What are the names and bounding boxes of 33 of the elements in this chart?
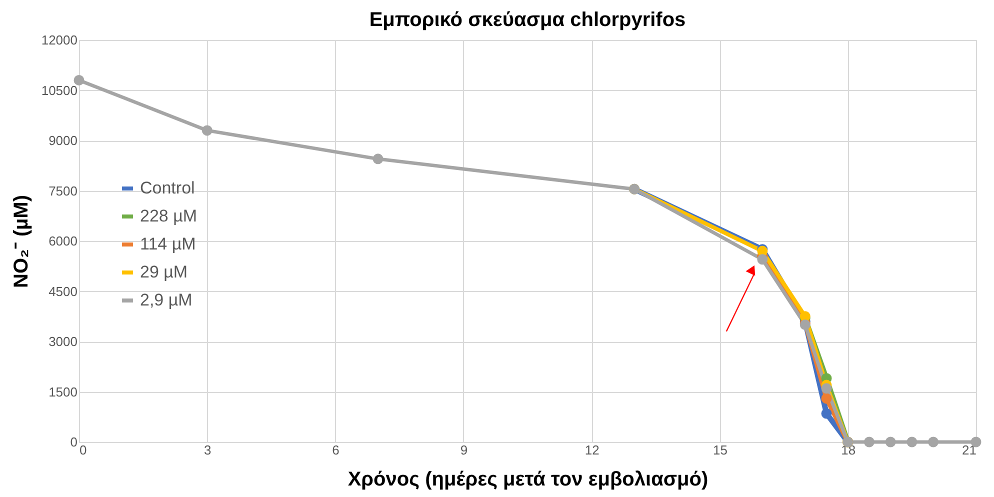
y-tick-label: 7500	[48, 183, 78, 198]
y-tick-label: 6000	[48, 234, 78, 248]
chart-title: Εμπορικό σκεύασμα chlorpyrifos	[369, 9, 686, 31]
point	[821, 383, 832, 394]
legend-label: 29 µM	[140, 262, 188, 282]
x-tick-label: 15	[712, 442, 728, 458]
point	[74, 74, 84, 86]
legend-label: Control	[140, 178, 195, 198]
y-tick-label: 9000	[48, 133, 78, 148]
x-tick-label: 12	[584, 442, 600, 458]
y-tick-label: 4500	[48, 284, 78, 299]
x-tick-label: 3	[204, 442, 212, 458]
point	[864, 436, 874, 448]
point	[821, 408, 832, 419]
y-tick-label: 3000	[48, 334, 78, 349]
x-axis-title: Χρόνος (ημέρες μετά τον εμβολιασμό)	[348, 468, 708, 490]
y-axis-title: NO₂⁻ (µM)	[10, 195, 32, 288]
y-tick-label: 1500	[48, 384, 78, 400]
y-tick-label: 12000	[41, 32, 78, 48]
x-tick-label: 9	[460, 442, 468, 458]
point	[885, 436, 896, 448]
y-tick-label: 10500	[41, 82, 78, 98]
point	[202, 125, 212, 136]
legend-label: 2,9 µM	[140, 290, 192, 310]
x-tick-label: 6	[332, 442, 340, 458]
point	[821, 393, 832, 404]
x-tick-label: 21	[962, 442, 976, 458]
point	[928, 436, 939, 448]
point	[372, 154, 384, 164]
point	[906, 436, 918, 448]
legend-label: 114 µM	[140, 234, 196, 254]
legend-label: 228 µM	[140, 206, 198, 226]
x-tick-label: 0	[80, 442, 87, 458]
